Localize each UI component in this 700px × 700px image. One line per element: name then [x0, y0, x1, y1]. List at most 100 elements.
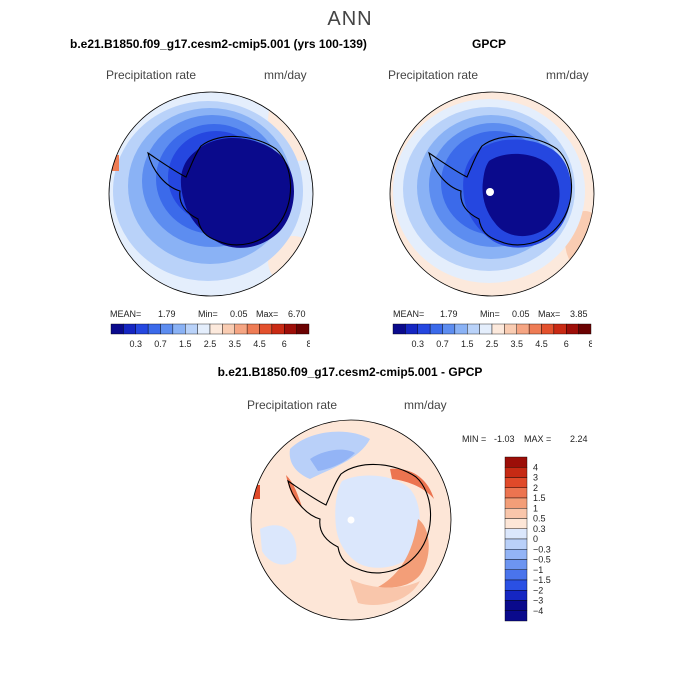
panel3-colorbar-tick-label: 0.3 [533, 524, 546, 534]
panel3-colorbar-swatch [504, 600, 528, 611]
panel3-colorbar-tick-label: 4 [533, 462, 538, 472]
panel1-variable: Precipitation rate [106, 68, 197, 82]
panel1-coastline [147, 135, 292, 246]
panel2-title: GPCP [472, 37, 507, 51]
panel2-colorbar-swatch [417, 323, 431, 335]
panel2-colorbar-swatch [566, 323, 579, 335]
panel2-colorbar-swatch [454, 323, 468, 335]
panel1-colorbar-swatch [234, 323, 248, 335]
panel3-colorbar-swatch [504, 538, 528, 550]
panel2-mean-label: MEAN= [393, 309, 425, 319]
panel2-colorbar-swatch [467, 323, 480, 335]
panel1-core [180, 138, 294, 248]
panel1-mean-value: 1.79 [158, 309, 176, 319]
panel3-colorbar-tick-label: −4 [533, 606, 543, 616]
panel2-colorbar-swatch [541, 323, 555, 335]
panel1-min-label: Min= [198, 309, 218, 319]
panel2-colorbar: 0.3 0.7 1.5 2.5 3.5 4.5 6 8 [392, 323, 592, 349]
panel2-colorbar-swatch [528, 323, 542, 335]
panel2-min-value: 0.05 [512, 309, 530, 319]
panel1-colorbar-swatch [197, 323, 211, 335]
panel2-colorbar-tick-label: 0.7 [436, 339, 449, 349]
panel3-colorbar-swatch [504, 477, 528, 488]
panel3-colorbar-swatch [504, 487, 528, 499]
panel3-positive-region [378, 519, 429, 588]
panel3-title: b.e21.B1850.f09_g17.cesm2-cmip5.001 - GP… [217, 365, 483, 379]
panel3-colorbar-tick-label: 2 [533, 483, 538, 493]
panel3-coastline [287, 463, 432, 574]
panel1-map-border [108, 91, 314, 297]
panel3-negative-region [310, 449, 355, 471]
panel3-colorbar-tick-label: 0.5 [533, 514, 546, 524]
panel1-colorbar-tick-label: 4.5 [253, 339, 266, 349]
panel3-colorbar-tick-label: 3 [533, 473, 538, 483]
panel1-max-label: Max= [256, 309, 279, 319]
panel3-min-label: MIN = [462, 434, 487, 444]
panel2-map [389, 91, 595, 297]
panel3-colorbar-swatch [504, 518, 528, 529]
panel2-colorbar-tick-label: 8 [588, 339, 592, 349]
panel1-high-region [112, 155, 119, 171]
panel1-colorbar-swatch [271, 323, 285, 335]
panel3-colorbar-tick-label: −1.5 [533, 575, 551, 585]
panel1-colorbar-tick-label: 3.5 [228, 339, 241, 349]
panel3-colorbar-swatch [504, 528, 528, 540]
panel1-colorbar-swatch [209, 323, 223, 335]
panel1-colorbar-tick-label: 0.3 [129, 339, 142, 349]
panel3-colorbar-tick-label: 1.5 [533, 493, 546, 503]
panel2-max-value: 3.85 [570, 309, 588, 319]
panel2-colorbar-tick-label: 4.5 [535, 339, 548, 349]
panel2-map-border [389, 91, 595, 297]
panel1-mean-label: MEAN= [110, 309, 142, 319]
panel3-colorbar-swatch [504, 569, 528, 581]
panel2-mean-value: 1.79 [440, 309, 458, 319]
panel2-variable: Precipitation rate [388, 68, 479, 82]
panel2-colorbar-tick-label: 1.5 [461, 339, 474, 349]
panel1-colorbar-swatch [296, 323, 310, 335]
panel1-colorbar-swatch [123, 323, 136, 335]
panel2-max-label: Max= [538, 309, 561, 319]
panel3-positive-region [390, 468, 434, 499]
panel3-positive-region [350, 579, 420, 605]
panel2-colorbar-tick-label: 0.3 [411, 339, 424, 349]
panel2-colorbar-swatch [504, 323, 517, 335]
panel3-colorbar-tick-label: 0 [533, 534, 538, 544]
panel1-colorbar-swatch [222, 323, 235, 335]
panel2-colorbar-swatch [553, 323, 567, 335]
panel3-max-label: MAX = [524, 434, 552, 444]
panel3-colorbar-tick-label: −2 [533, 585, 543, 595]
panel3-colorbar-tick-label: −0.5 [533, 555, 551, 565]
panel1-min-value: 0.05 [230, 309, 248, 319]
panel2-colorbar-swatch [479, 323, 493, 335]
panel2-units: mm/day [546, 68, 589, 82]
panel2-colorbar-swatch [442, 323, 456, 335]
panel3-colorbar-swatch [504, 456, 528, 468]
panel1-colorbar-swatch [147, 323, 161, 335]
panel3-colorbar-swatch [504, 508, 528, 519]
panel2-core [482, 153, 560, 237]
panel3-colorbar-swatch [504, 549, 528, 560]
panel3-colorbar-swatch [504, 610, 528, 622]
panel3-missing-data [347, 516, 355, 524]
panel3-variable: Precipitation rate [247, 398, 338, 412]
panel1-colorbar: 0.3 0.7 1.5 2.5 3.5 4.5 6 8 [110, 323, 310, 349]
panel3-units: mm/day [404, 398, 447, 412]
panel2-missing-data [486, 188, 494, 196]
panel3-colorbar-swatch [504, 590, 528, 601]
panel2-colorbar-swatch [516, 323, 530, 335]
panel3-colorbar-swatch [504, 467, 528, 478]
panel2-coastline [428, 135, 573, 246]
panel1-colorbar-tick-label: 0.7 [154, 339, 167, 349]
panel3-colorbar-tick-label: −1 [533, 565, 543, 575]
panel1-map [108, 91, 314, 297]
panel1-colorbar-tick-label: 8 [306, 339, 310, 349]
panel2-colorbar-swatch [491, 323, 505, 335]
panel3-colorbar-swatch [504, 579, 528, 591]
panel2-colorbar-swatch [392, 323, 406, 335]
panel1-colorbar-swatch [172, 323, 186, 335]
panel3-colorbar-tick-label: −0.3 [533, 544, 551, 554]
panel1-colorbar-tick-label: 6 [282, 339, 287, 349]
panel1-colorbar-swatch [160, 323, 174, 335]
panel3-colorbar-swatch [504, 559, 528, 570]
panel2-colorbar-swatch [429, 323, 443, 335]
